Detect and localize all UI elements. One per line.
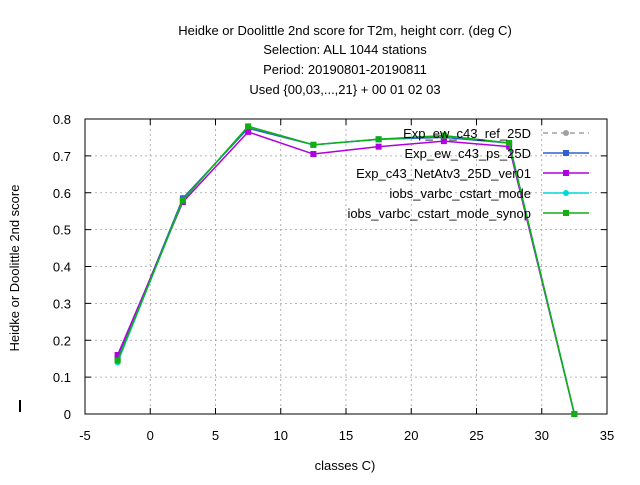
data-point-s5-5 (375, 136, 382, 143)
y-tick-label: 0 (64, 407, 71, 422)
data-point-s5-2 (179, 197, 186, 204)
data-point-s5-7 (506, 139, 513, 146)
data-point-s5-1 (114, 357, 121, 364)
y-tick-label: 0.3 (53, 296, 71, 311)
legend: Exp_ew_c43_ref_25D Exp_ew_c43_ps_25D Exp_c… (347, 126, 589, 221)
x-tick-label: -5 (79, 428, 91, 443)
grid (85, 119, 607, 414)
title-line-4: Used {00,03,...,21} + 00 01 02 03 (249, 82, 440, 97)
title-line-1: Heidke or Doolittle 2nd score for T2m, h… (178, 23, 512, 38)
data-point-s5-3 (245, 123, 252, 130)
chart-title: Heidke or Doolittle 2nd score for T2m, h… (178, 23, 512, 97)
y-tick-label: 0.2 (53, 333, 71, 348)
axes: -5 0 5 10 15 20 25 30 35 0 0.1 0.2 0.3 0.4 0.5 0.6 0.7 0.… (53, 112, 614, 443)
title-line-2: Selection: ALL 1044 stations (263, 42, 427, 57)
x-tick-label: 0 (147, 428, 154, 443)
legend-label-4: iobs_varbc_cstart_mode (389, 186, 531, 201)
legend-marker-5 (563, 210, 569, 216)
y-tick-label: 0.5 (53, 223, 71, 238)
x-axis-label: classes C) (315, 458, 376, 473)
x-tick-label: 20 (404, 428, 418, 443)
x-tick-label: 35 (600, 428, 614, 443)
legend-marker-4 (563, 190, 569, 196)
series-lines (114, 123, 578, 417)
legend-marker-2 (563, 150, 569, 156)
y-axis-label: Heidke or Doolittle 2nd score (7, 185, 22, 352)
legend-marker-3 (563, 170, 569, 176)
x-tick-label: 15 (339, 428, 353, 443)
data-point-s3-7 (506, 143, 513, 150)
x-tick-label: 10 (274, 428, 288, 443)
series-line-3 (116, 131, 576, 415)
data-point-s3-4 (310, 151, 317, 158)
legend-label-1: Exp_ew_c43_ref_25D (403, 126, 531, 141)
y-tick-label: 0.6 (53, 186, 71, 201)
data-point-s3-3 (245, 128, 252, 135)
data-point-s5-6 (440, 132, 447, 139)
data-point-s3-5 (375, 143, 382, 150)
data-point-s3-6 (440, 138, 447, 145)
data-point-s5-4 (310, 141, 317, 148)
x-tick-label: 5 (212, 428, 219, 443)
x-tick-label: 30 (535, 428, 549, 443)
data-point-s3-1 (114, 352, 121, 358)
y-tick-label: 0.4 (53, 260, 71, 275)
title-line-3: Period: 20190801-20190811 (263, 62, 427, 77)
data-point-s5-8 (571, 411, 578, 417)
legend-marker-1 (563, 130, 569, 136)
series-line-5 (116, 125, 576, 415)
y-tick-label: 0.1 (53, 370, 71, 385)
legend-label-5: iobs_varbc_cstart_mode_synop (347, 206, 531, 221)
legend-label-2: Exp_ew_c43_ps_25D (405, 146, 531, 161)
y-tick-label: 0.7 (53, 149, 71, 164)
legend-label-3: Exp_c43_NetAtv3_25D_ver01 (356, 166, 531, 181)
x-tick-label: 25 (469, 428, 483, 443)
y-tick-label: 0.8 (53, 112, 71, 127)
